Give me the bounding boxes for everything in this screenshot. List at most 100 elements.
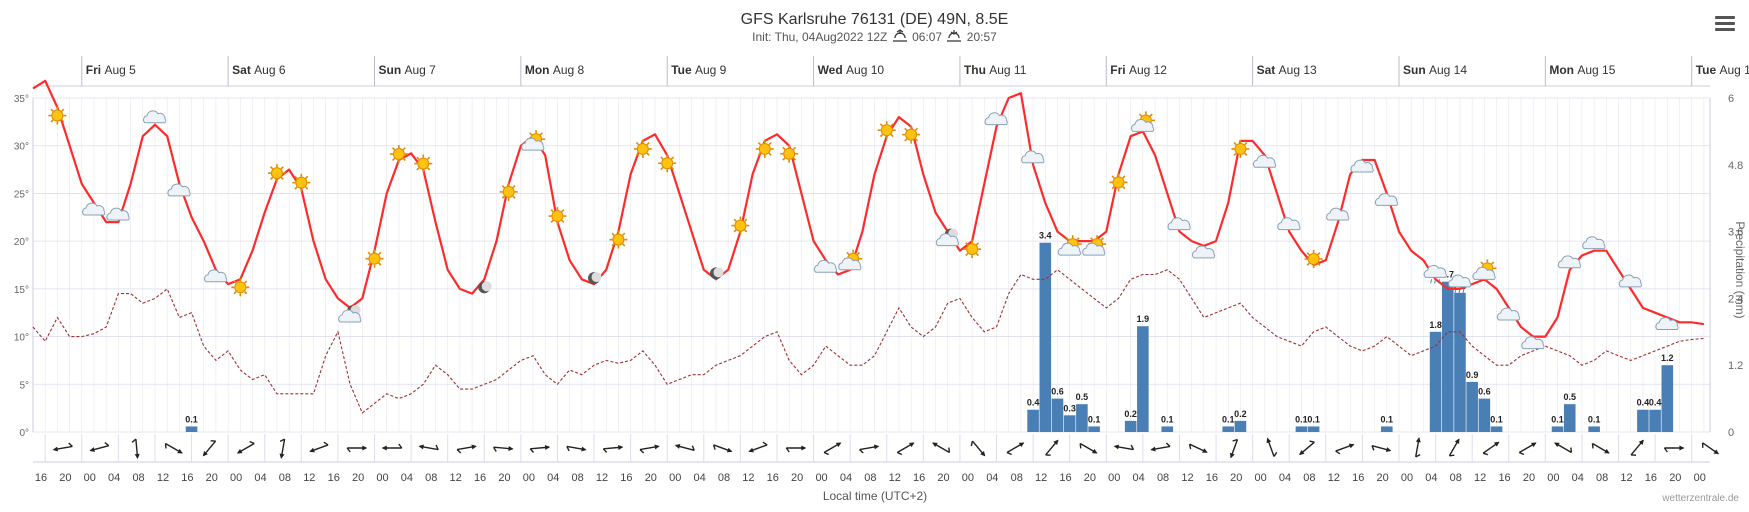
precip-bar — [1027, 409, 1039, 432]
wind-barb — [1554, 442, 1573, 454]
hour-tick-label: 12 — [742, 472, 754, 484]
precip-value-label: 0.1 — [1490, 414, 1503, 424]
weather-icon-sun — [1231, 139, 1250, 158]
hour-tick-label: 04 — [547, 472, 559, 484]
precip-value-label: 0.1 — [1088, 414, 1101, 424]
wind-barb — [418, 444, 439, 451]
precip-value-label: 0.6 — [1478, 387, 1491, 397]
weather-icon-cloud — [1191, 245, 1216, 259]
wind-barb — [381, 443, 403, 451]
hour-tick-label: 16 — [474, 472, 486, 484]
temp-tick-label: 35° — [14, 94, 29, 105]
wind-barb — [236, 440, 255, 454]
hour-tick-label: 04 — [840, 472, 852, 484]
precip-tick-label: 3.6 — [1728, 227, 1743, 239]
hour-tick-label: 08 — [279, 472, 291, 484]
hamburger-menu-icon[interactable] — [1715, 16, 1735, 32]
precip-value-label: 0.9 — [1466, 370, 1479, 380]
precip-bar — [185, 426, 198, 432]
hour-tick-label: 00 — [1255, 472, 1267, 484]
weather-icon-cloud — [106, 207, 130, 221]
chart-subtitle: Init: Thu, 04Aug2022 12Z 06:07 20:57 — [0, 29, 1749, 44]
hour-tick-label: 20 — [1084, 472, 1096, 484]
hour-tick-label: 16 — [35, 472, 47, 484]
hour-tick-label: 16 — [181, 472, 193, 484]
hour-tick-label: 00 — [84, 472, 96, 484]
precip-tick-label: 2.4 — [1728, 293, 1743, 305]
precip-tick-label: 0 — [1728, 427, 1734, 439]
precip-bar — [1295, 426, 1308, 432]
temp-tick-label: 0° — [19, 428, 29, 439]
wind-barb — [1299, 440, 1315, 456]
hour-tick-label: 08 — [718, 472, 730, 484]
hour-tick-label: 00 — [1401, 472, 1413, 484]
sunset-icon — [947, 30, 962, 42]
hour-tick-label: 08 — [1157, 472, 1169, 484]
hour-tick-label: 00 — [230, 472, 242, 484]
hour-tick-label: 16 — [1059, 472, 1071, 484]
weather-icon-cloud — [1557, 255, 1581, 269]
wind-barb — [52, 442, 73, 452]
precip-bar — [1454, 292, 1466, 432]
hour-tick-label: 16 — [913, 472, 925, 484]
sunrise-icon — [892, 29, 907, 42]
weather-icon-sun — [963, 240, 982, 259]
precip-value-label: 0.1 — [1551, 414, 1564, 424]
precip-bar — [1649, 409, 1661, 432]
weather-icon-sun — [780, 144, 799, 163]
sunset-time: 20:57 — [966, 30, 997, 44]
temp-tick-label: 25° — [14, 189, 29, 200]
hour-tick-label: 16 — [620, 472, 632, 484]
hour-tick-label: 12 — [450, 472, 462, 484]
precip-value-label: 2.7 — [1442, 270, 1455, 280]
wind-barb — [1188, 443, 1208, 453]
weather-icon-cloud — [1655, 317, 1679, 330]
hour-tick-label: 04 — [1572, 472, 1584, 484]
temp-tick-label: 30° — [14, 142, 29, 153]
precip-value-label: 0.2 — [1124, 409, 1137, 419]
temperature-line — [32, 79, 1705, 338]
precip-bar — [1478, 398, 1491, 432]
hour-tick-label: 12 — [1328, 472, 1340, 484]
weather-icon-sun — [1109, 173, 1128, 192]
weather-icon-cloud-rain — [1423, 265, 1447, 284]
hour-tick-label: 20 — [1230, 472, 1242, 484]
hour-tick-label: 04 — [401, 472, 413, 484]
precip-bar — [1161, 426, 1174, 432]
weather-icon-moon-cloud — [338, 304, 362, 323]
wind-barb — [1150, 442, 1171, 452]
day-label: Thu Aug 11 — [964, 63, 1027, 77]
precip-tick-label: 4.8 — [1728, 160, 1743, 172]
precip-value-label: 0.1 — [185, 414, 198, 424]
precip-bar — [1441, 281, 1454, 432]
weather-icon-sun — [633, 139, 652, 158]
precip-value-label: 0.1 — [1307, 414, 1320, 424]
hour-tick-label: 04 — [1133, 472, 1145, 484]
weather-icon-cloud — [984, 112, 1008, 126]
weather-icon-cloud — [1521, 336, 1545, 350]
weather-icon-sun — [658, 154, 677, 173]
weather-icon-cloud — [1277, 217, 1301, 231]
hour-tick-label: 00 — [1694, 472, 1706, 484]
hour-tick-label: 16 — [1498, 472, 1510, 484]
hour-tick-label: 16 — [767, 472, 779, 484]
wind-barb — [1630, 439, 1644, 456]
wind-barb — [309, 441, 329, 453]
hour-tick-label: 12 — [1181, 472, 1193, 484]
wind-barb — [712, 444, 733, 453]
hour-tick-label: 04 — [986, 472, 998, 484]
wind-barb — [639, 444, 660, 454]
hour-tick-label: 20 — [1376, 472, 1388, 484]
wind-barb — [1591, 442, 1610, 454]
hour-tick-label: 08 — [425, 472, 437, 484]
wind-barb — [1482, 441, 1500, 456]
wind-barb — [1448, 438, 1460, 457]
wind-barb — [346, 445, 368, 453]
hour-tick-label: 00 — [1547, 472, 1559, 484]
init-time: Init: Thu, 04Aug2022 12Z — [752, 30, 888, 44]
precip-bar — [1222, 426, 1235, 432]
hour-tick-label: 20 — [1669, 472, 1681, 484]
wind-barb — [896, 442, 915, 456]
wind-barb — [1335, 443, 1355, 455]
